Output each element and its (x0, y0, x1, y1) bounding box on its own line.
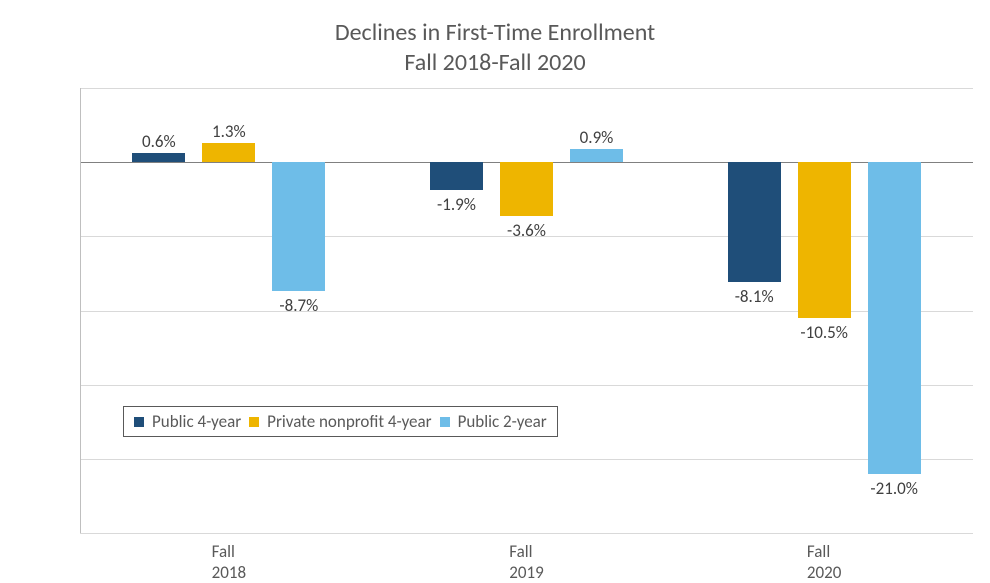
bar (430, 162, 483, 190)
bar (798, 162, 851, 318)
legend-label: Public 4-year (152, 411, 241, 432)
x-category-label: Fall 2018 (212, 541, 246, 583)
bar-value-label: -1.9% (437, 194, 476, 215)
bar (868, 162, 921, 474)
bar-value-label: -3.6% (507, 220, 546, 241)
bar-value-label: -8.1% (735, 286, 774, 307)
chart-title-line2: Fall 2018-Fall 2020 (0, 48, 990, 77)
bar-value-label: 0.9% (580, 127, 614, 148)
legend-swatch (134, 417, 144, 427)
bar-value-label: 0.6% (142, 131, 176, 152)
legend-swatch (440, 417, 450, 427)
legend-label: Private nonprofit 4-year (267, 411, 431, 432)
gridline (80, 533, 973, 534)
gridline (80, 385, 973, 386)
bar-value-label: -8.7% (279, 295, 318, 316)
bar (728, 162, 781, 282)
legend: Public 4-year Private nonprofit 4-year Pub… (123, 406, 558, 437)
gridline (80, 88, 973, 89)
bar-value-label: -10.5% (800, 322, 848, 343)
gridline (80, 459, 973, 460)
x-category-label: Fall 2019 (509, 541, 543, 583)
bar (570, 149, 623, 162)
x-category-label: Fall 2020 (807, 541, 841, 583)
enrollment-chart: Declines in First-Time Enrollment Fall 2… (0, 0, 990, 572)
legend-swatch (249, 417, 259, 427)
bar-value-label: -21.0% (870, 478, 918, 499)
legend-label: Public 2-year (458, 411, 547, 432)
y-axis-line (80, 88, 81, 533)
bar (202, 143, 255, 162)
chart-title-line1: Declines in First-Time Enrollment (0, 18, 990, 47)
bar (500, 162, 553, 215)
bar (272, 162, 325, 291)
bar-value-label: 1.3% (212, 121, 246, 142)
bar (132, 153, 185, 162)
